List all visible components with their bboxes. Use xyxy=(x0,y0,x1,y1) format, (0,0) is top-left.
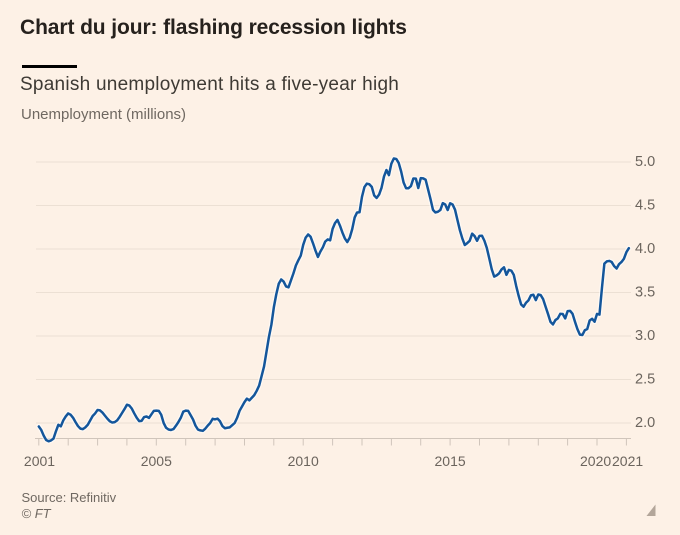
svg-text:3.5: 3.5 xyxy=(635,285,655,301)
svg-text:4.5: 4.5 xyxy=(635,198,655,214)
svg-text:2.0: 2.0 xyxy=(635,415,655,431)
svg-text:2005: 2005 xyxy=(141,453,172,469)
svg-text:4.0: 4.0 xyxy=(635,241,655,257)
svg-text:2015: 2015 xyxy=(435,453,466,469)
svg-text:3.0: 3.0 xyxy=(635,328,655,344)
svg-text:2001: 2001 xyxy=(24,453,55,469)
svg-text:5.0: 5.0 xyxy=(635,154,655,170)
svg-text:2.5: 2.5 xyxy=(635,372,655,388)
svg-text:2010: 2010 xyxy=(288,453,319,469)
svg-text:2020: 2020 xyxy=(580,453,611,469)
svg-text:2021: 2021 xyxy=(612,453,643,469)
